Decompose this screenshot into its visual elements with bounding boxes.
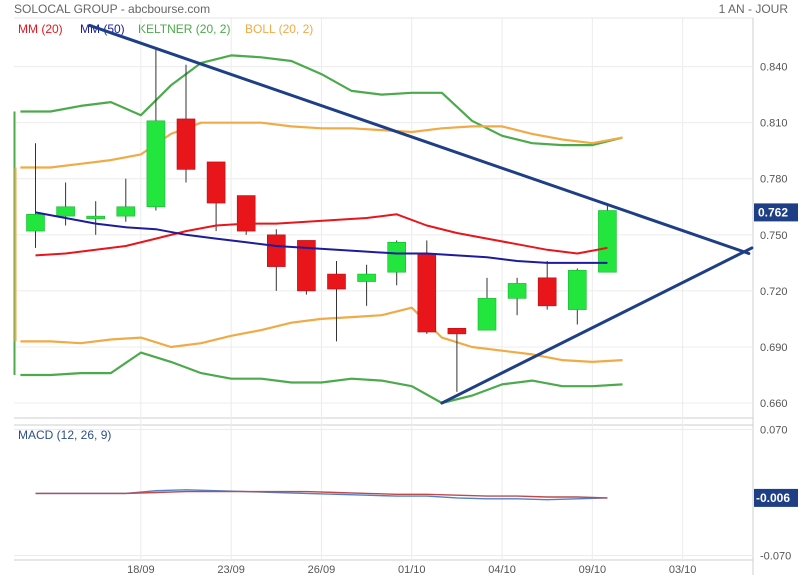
candle-body <box>146 120 166 208</box>
candle-body <box>176 118 196 170</box>
candle-body <box>327 273 346 290</box>
y-tick-label: 0.810 <box>760 118 788 130</box>
last-price-marker <box>754 203 798 222</box>
candle-body <box>477 298 497 331</box>
candle-body <box>387 241 407 273</box>
chart-title: SOLOCAL GROUP - abcbourse.com <box>14 2 211 16</box>
x-tick-label: 09/10 <box>579 564 607 576</box>
candle-body <box>206 161 226 204</box>
period-label[interactable]: 1 AN - JOUR <box>718 2 788 16</box>
candle-body <box>537 277 557 307</box>
trendline-resistance <box>88 23 751 256</box>
x-tick-label: 03/10 <box>669 564 697 576</box>
x-tick-label: 04/10 <box>488 564 516 576</box>
y-tick-label: 0.690 <box>760 342 788 354</box>
candle-body <box>26 213 45 232</box>
last-macd-marker <box>754 488 798 507</box>
legend-boll: BOLL (20, 2) <box>245 22 314 36</box>
y-tick-label: 0.720 <box>760 286 788 298</box>
last-price-label: 0.762 <box>758 205 788 219</box>
candle-body <box>116 206 136 217</box>
candle-body <box>357 273 376 282</box>
candle-body <box>598 210 617 273</box>
candle-body <box>266 234 286 267</box>
y-tick-label: 0.750 <box>760 230 788 242</box>
legend-keltner: KELTNER (20, 2) <box>138 22 231 36</box>
last-macd-label: -0.006 <box>756 491 790 505</box>
legend-mm20: MM (20) <box>18 22 63 36</box>
candle-body <box>567 270 587 310</box>
x-tick-label: 26/09 <box>308 564 336 576</box>
x-tick-label: 23/09 <box>217 564 245 576</box>
y-tick-label: 0.660 <box>760 398 788 410</box>
trendline-support <box>440 246 754 405</box>
candle-body <box>447 327 467 335</box>
macd-tick-label: 0.070 <box>760 425 788 437</box>
mm20-line <box>35 213 608 257</box>
x-tick-label: 18/09 <box>127 564 155 576</box>
candle-body <box>417 253 437 333</box>
macd-tick-label: -0.070 <box>760 551 791 563</box>
keltner-lower-line <box>20 351 623 405</box>
x-tick-label: 01/10 <box>398 564 426 576</box>
boll-upper-line <box>20 121 623 169</box>
candle-body <box>56 206 75 217</box>
candle-body <box>507 283 527 299</box>
candle-body <box>236 195 256 232</box>
keltner-upper-line <box>20 54 623 147</box>
mm50-line <box>35 211 608 264</box>
signal-line <box>35 490 608 499</box>
y-tick-label: 0.840 <box>760 62 788 74</box>
candle-body <box>297 240 316 292</box>
candle-body <box>86 215 105 219</box>
y-tick-label: 0.780 <box>760 174 788 186</box>
boll-lower-line <box>20 306 623 363</box>
macd-title: MACD (12, 26, 9) <box>18 428 112 442</box>
